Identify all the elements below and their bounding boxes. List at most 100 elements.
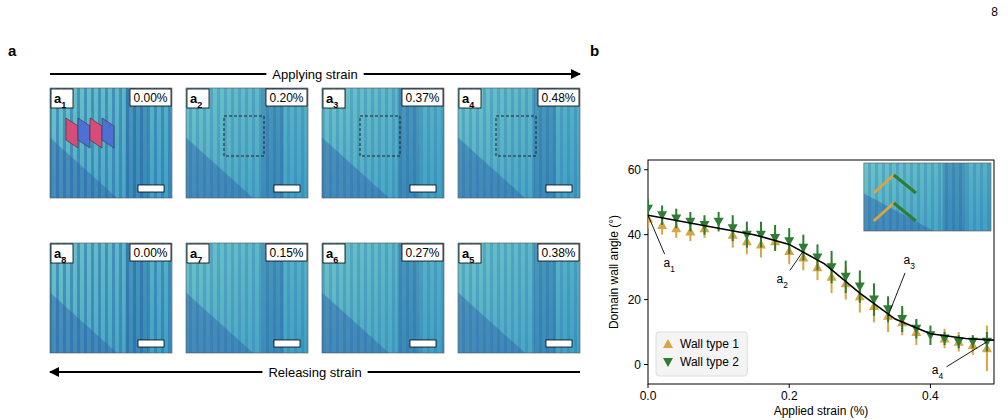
x-tick (930, 384, 931, 388)
legend-label: Wall type 1 (680, 337, 739, 351)
series (648, 215, 994, 340)
label-sub: 5 (469, 255, 474, 265)
label-sub: 6 (333, 255, 338, 265)
image-panel: a70.15% (186, 243, 308, 353)
label-sub: 3 (910, 261, 915, 271)
schematic-domain (102, 118, 114, 148)
strain-box (538, 244, 579, 261)
inset-wall (874, 203, 894, 221)
strain-label: 0.20% (269, 91, 303, 105)
point (954, 338, 964, 347)
image-frame (322, 243, 444, 353)
x-tick-label: 0.0 (640, 389, 657, 403)
strain-label: 0.48% (541, 91, 575, 105)
strain-box (538, 89, 579, 106)
image-frame (50, 243, 172, 353)
micrograph (322, 88, 444, 198)
image-bg (186, 88, 308, 198)
arrow-label: Applying strain (272, 67, 357, 82)
point (714, 218, 724, 227)
image-bg (322, 88, 444, 198)
image-domain (322, 293, 389, 354)
image-panel: a50.38% (458, 243, 580, 353)
y-tick (644, 299, 648, 300)
micrograph (458, 243, 580, 353)
label: a2 (776, 272, 788, 290)
image-stripes (458, 88, 580, 198)
image-stripes (50, 88, 172, 198)
panel-letter: b (590, 42, 599, 59)
error-bar (986, 326, 988, 371)
strain-box (402, 244, 443, 261)
annotations: a1a2a3a4 (648, 215, 987, 381)
strain-box (402, 89, 443, 106)
inset (864, 163, 991, 231)
image-domain (458, 138, 525, 199)
image-panel: a40.48% (458, 88, 580, 198)
leader-line (790, 251, 803, 270)
image-frame (322, 88, 444, 198)
dashed-box (360, 116, 400, 156)
scale-bar (546, 340, 572, 347)
series (648, 199, 992, 352)
micrograph (50, 243, 172, 353)
panel-letter: a (8, 42, 17, 59)
strain-box (266, 89, 307, 106)
image-panel: a3 0.37% (322, 88, 444, 198)
plot-frame (648, 160, 994, 384)
image-domain (186, 138, 253, 199)
label: a5 (462, 246, 474, 265)
micrograph (186, 243, 308, 353)
x-tick (789, 384, 790, 388)
micrograph (322, 243, 444, 353)
image-bg (50, 88, 172, 198)
image-frame (50, 88, 172, 198)
image-domain (943, 163, 966, 231)
label: a6 (326, 246, 338, 265)
image-stripes (322, 88, 444, 198)
data-marks (648, 199, 994, 371)
schematic-domain (78, 118, 90, 148)
image-domain (50, 138, 117, 199)
label: a1 (54, 91, 66, 110)
image-bg (458, 88, 580, 198)
scale-bar (138, 340, 164, 347)
y-tick (644, 234, 648, 235)
image-frame (458, 243, 580, 353)
micrograph (458, 88, 580, 198)
micrograph (186, 88, 308, 198)
micrograph (864, 163, 991, 231)
legend-label: Wall type 2 (680, 355, 739, 369)
strain-label: 0.00% (133, 246, 167, 260)
inset-wall (894, 175, 916, 193)
scale-bar (410, 340, 436, 347)
figure: 8aa10.00%a20.20%a30.37%a40.48%a50.38%a60… (0, 0, 1008, 420)
label: a3 (326, 91, 338, 110)
image-domain (186, 293, 253, 354)
y-tick-label: 0 (634, 358, 641, 372)
axes: 0.00.20.40204060Applied strain (%)Domain… (607, 160, 994, 418)
legend-marker (663, 339, 673, 348)
image-panel: a10.00% (50, 88, 172, 198)
label-sub: 7 (197, 255, 202, 265)
label: a2 (190, 91, 202, 110)
legend: Wall type 1 Wall type 2 (656, 332, 747, 376)
arrow-label-bg (262, 364, 367, 381)
page-number: 8 (991, 5, 998, 19)
fit-line (648, 215, 994, 340)
arrow-label: Releasing strain (268, 365, 361, 380)
strain-box (266, 244, 307, 261)
scale-bar (274, 340, 300, 347)
y-tick (644, 169, 648, 170)
leader-line (888, 273, 905, 316)
leader-line (947, 342, 987, 367)
inset-wall (894, 203, 916, 221)
x-tick-label: 0.4 (922, 389, 939, 403)
strain-label: 0.37% (405, 91, 439, 105)
image-domain (322, 138, 389, 199)
label: a8 (54, 246, 66, 265)
image-frame (458, 88, 580, 198)
image-panel: a60.27% (322, 243, 444, 353)
y-tick-label: 20 (628, 293, 642, 307)
label: a7 (190, 246, 202, 265)
